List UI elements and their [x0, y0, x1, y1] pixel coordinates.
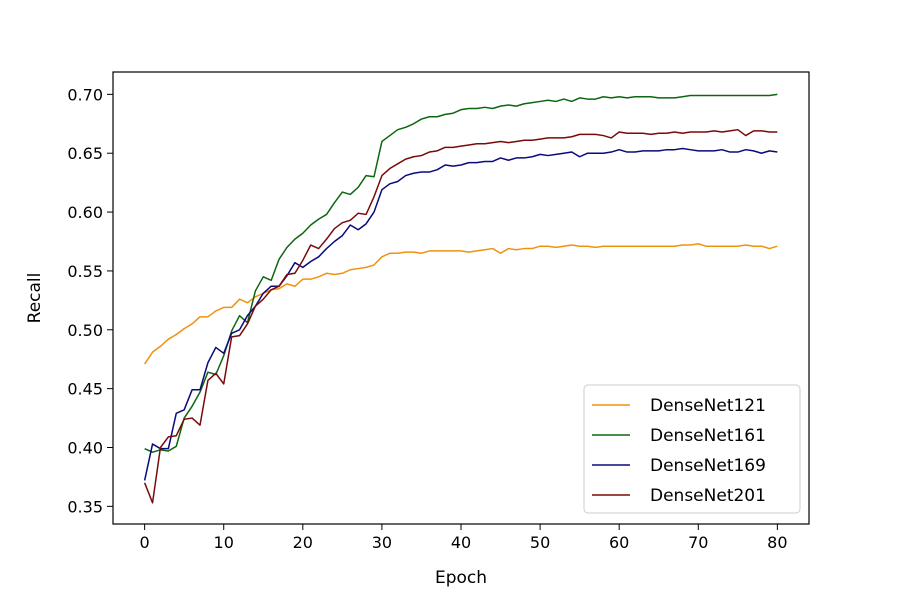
x-tick-label: 10	[214, 533, 234, 552]
x-tick-label: 30	[372, 533, 392, 552]
x-tick-label: 0	[140, 533, 150, 552]
legend-entry: DenseNet121	[650, 396, 766, 416]
y-axis-label: Recall	[25, 273, 45, 324]
y-tick-label: 0.60	[67, 203, 103, 222]
legend-entry: DenseNet201	[650, 486, 766, 506]
series-line-densenet201	[143, 128, 778, 504]
legend-box	[583, 384, 801, 514]
series-line-densenet169	[143, 147, 778, 481]
x-axis: 0 10 20 30 40 50 60 70 80	[140, 524, 788, 552]
y-tick-label: 0.35	[67, 497, 103, 516]
legend-entry: DenseNet169	[650, 456, 766, 476]
y-tick-label: 0.40	[67, 438, 103, 457]
x-tick-label: 50	[530, 533, 550, 552]
y-tick-label: 0.55	[67, 262, 103, 281]
series-line-densenet121	[144, 243, 778, 365]
x-tick-label: 60	[609, 533, 629, 552]
y-axis: 0.35 0.40 0.45 0.50 0.55 0.60 0.65 0.70	[67, 85, 113, 516]
x-axis-label: Epoch	[435, 568, 487, 588]
x-tick-label: 70	[688, 533, 708, 552]
y-tick-label: 0.50	[67, 321, 103, 340]
legend: DenseNet121 DenseNet161 DenseNet169 DenseNe…	[583, 384, 801, 514]
y-tick-label: 0.70	[67, 85, 103, 104]
legend-entry: DenseNet161	[650, 426, 766, 446]
y-tick-label: 0.65	[67, 144, 103, 163]
x-tick-label: 20	[293, 533, 313, 552]
x-tick-label: 80	[767, 533, 787, 552]
x-tick-label: 40	[451, 533, 471, 552]
series-layer	[143, 93, 778, 504]
y-tick-label: 0.45	[67, 380, 103, 399]
